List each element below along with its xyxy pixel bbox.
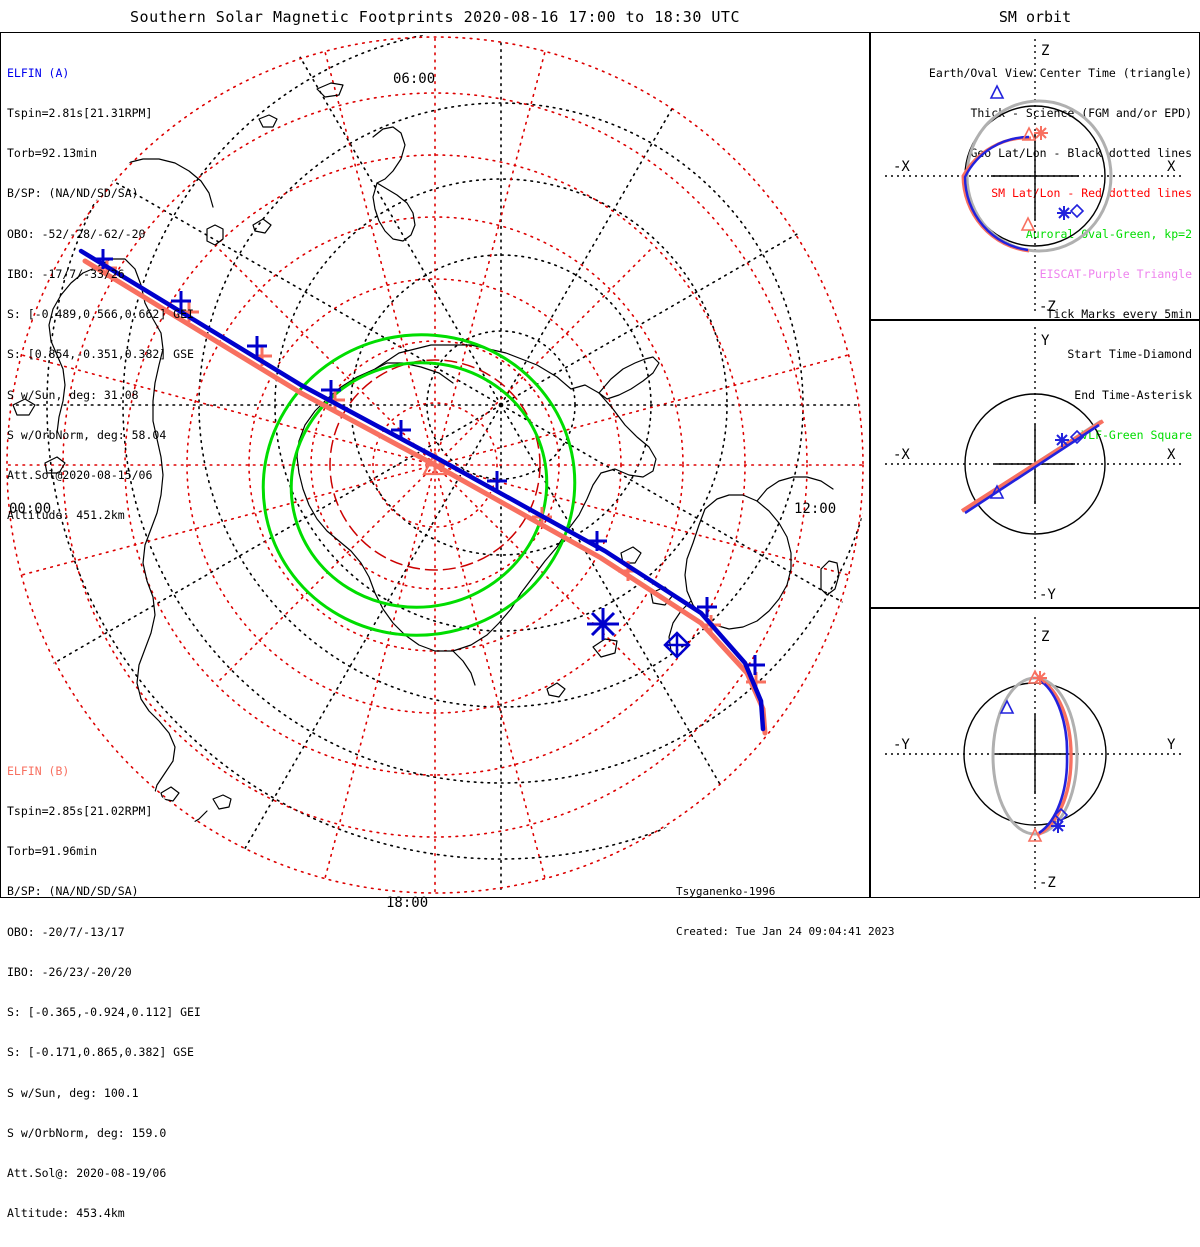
elfin-a-line-3: OBO: -52/-28/-62/-20	[7, 226, 146, 241]
elfin-b-line-5: S: [-0.365,-0.924,0.112] GEI	[7, 1005, 201, 1020]
mlt-label-0600: 06:00	[393, 71, 436, 87]
elfin-a-track	[78, 248, 766, 732]
elfin-a-line-5: S: [-0.489,0.566,0.662] GEI	[7, 307, 194, 322]
end-asterisk-b-yz	[1051, 819, 1065, 833]
start-triangle-yz	[999, 699, 1015, 714]
elfin-b-line-8: S w/OrbNorm, deg: 159.0	[7, 1125, 167, 1140]
credits-block: Tsyganenko-1996 Created: Tue Jan 24 09:0…	[676, 858, 895, 965]
orbit-xz-label-posx: X	[1167, 159, 1176, 175]
orbit-elfina-xy	[964, 423, 1100, 515]
elfin-a-line-2: B/SP: (NA/ND/SD/SA)	[7, 186, 139, 201]
end-asterisk-xy	[1055, 433, 1069, 447]
orbit-path-grey-xz	[965, 99, 1113, 253]
elfin-b-line-4: IBO: -26/23/-20/20	[7, 964, 132, 979]
elfin-b-name: ELFIN (B)	[7, 763, 70, 778]
elfin-a-line-6: S: [0.854,-0.351,0.382] GSE	[7, 347, 194, 362]
orbit-elfina-xz	[963, 135, 1030, 252]
elfin-b-line-2: B/SP: (NA/ND/SD/SA)	[7, 884, 139, 899]
auroral-oval	[261, 333, 577, 637]
start-diamond-yz	[1053, 807, 1069, 823]
elfin-a-line-7: S w/Sun, deg: 31.08	[7, 387, 139, 402]
legend-item-5: EISCAT-Purple Triangle	[1039, 266, 1192, 281]
orbit-yz-label-posy: Y	[1167, 737, 1176, 753]
elfin-a-line-4: IBO: -17/7/-33/26	[7, 266, 125, 281]
elfin-a-line-8: S w/OrbNorm, deg: 58.04	[7, 427, 167, 442]
orbit-yz-label-posz: Z	[1041, 629, 1049, 645]
mlt-label-1200: 12:00	[794, 501, 837, 517]
legend-item-2: Geo Lat/Lon - Black dotted lines	[970, 146, 1192, 161]
elfin-b-info-block: ELFIN (B) Tspin=2.85s[21.02RPM] Torb=91.…	[7, 738, 201, 1247]
legend-item-1: Thick - Science (FGM and/or EPD)	[970, 106, 1192, 121]
sm-inner-circle	[329, 359, 541, 571]
elfin-a-line-10: Altitude: 451.2km	[7, 508, 125, 523]
polar-plot-svg	[5, 35, 865, 895]
sm-orbit-panel-xz: -X X Z -Z	[870, 32, 1200, 320]
orbit-elfina-yz	[1038, 679, 1069, 835]
end-asterisk-xz	[1034, 126, 1048, 140]
screenshot-root: Southern Solar Magnetic Footprints 2020-…	[0, 8, 1200, 1221]
start-diamond-xy	[1069, 429, 1085, 445]
elfin-b-line-7: S w/Sun, deg: 100.1	[7, 1085, 139, 1100]
sm-orbit-panel-xy: -X X Y -Y	[870, 320, 1200, 608]
model-name: Tsyganenko-1996	[676, 884, 776, 898]
orbit-xy-label-negy: -Y	[1039, 587, 1056, 603]
elfin-b-line-6: S: [-0.171,0.865,0.382] GSE	[7, 1045, 194, 1060]
elfin-a-line-0: Tspin=2.81s[21.31RPM]	[7, 106, 153, 121]
mlt-label-1800: 18:00	[386, 895, 429, 911]
earth-circle-xy	[964, 393, 1106, 535]
orbit-xy-label-posx: X	[1167, 447, 1176, 463]
elfin-a-name: ELFIN (A)	[7, 65, 70, 80]
elfin-a-info-block: ELFIN (A) Tspin=2.81s[21.31RPM] Torb=92.…	[7, 40, 194, 549]
center-triangle-xz	[1021, 126, 1037, 141]
end-asterisk-b-xz	[1057, 206, 1071, 220]
legend-item-6: Tick Marks every 5min	[1046, 307, 1192, 322]
orbit-xz-label-negx: -X	[893, 159, 910, 175]
legend-item-0: Earth/Oval View Center Time (triangle)	[928, 65, 1192, 80]
main-polar-panel: 00:00 06:00 12:00 18:00	[0, 32, 870, 911]
center-triangle-xy	[989, 484, 1005, 499]
start-triangle-xz	[1020, 216, 1036, 231]
orbit-xy-svg: -X X Y -Y	[885, 327, 1185, 603]
mlt-label-0000: 00:00	[9, 501, 52, 517]
elfin-b-line-3: OBO: -20/7/-13/17	[7, 924, 125, 939]
end-asterisk-yz	[1033, 671, 1047, 685]
orbit-yz-label-negy: -Y	[893, 737, 910, 753]
start-time-diamond	[663, 631, 691, 659]
created-timestamp: Created: Tue Jan 24 09:04:41 2023	[676, 925, 895, 939]
orbit-xz-label-negz: -Z	[1039, 299, 1056, 315]
sm-orbit-panel-yz: -Y Y Z -Z	[870, 608, 1200, 898]
legend-item-7: Start Time-Diamond	[1067, 347, 1192, 362]
page-title: Southern Solar Magnetic Footprints 2020-…	[130, 8, 740, 26]
orbit-xz-svg: -X X Z -Z	[885, 39, 1185, 315]
orbit-yz-svg: -Y Y Z -Z	[885, 617, 1185, 891]
elfin-b-line-1: Torb=91.96min	[7, 844, 98, 859]
elfin-a-line-9: Att.Sol@2020-08-15/06	[7, 468, 153, 482]
legend-item-4: Auroral Oval-Green, kp=2	[1025, 226, 1192, 241]
coastlines	[12, 82, 840, 846]
orbit-xz-label-posz: Z	[1041, 43, 1049, 59]
sm-orbit-title: SM orbit	[998, 8, 1072, 26]
end-time-asterisk	[587, 608, 619, 640]
elfin-a-line-1: Torb=92.13min	[7, 146, 98, 161]
sm-graticule	[5, 35, 865, 895]
geo-graticule	[5, 35, 865, 895]
orbit-yz-label-negz: -Z	[1039, 875, 1056, 891]
orbit-xy-label-negx: -X	[893, 447, 910, 463]
view-center-triangle	[422, 450, 448, 476]
plot-legend: Earth/Oval View Center Time (triangle) T…	[929, 40, 1192, 469]
elfin-b-line-9: Att.Sol@: 2020-08-19/06	[7, 1166, 167, 1180]
elfin-b-line-10: Altitude: 453.4km	[7, 1206, 125, 1221]
orbit-elfinb-xy	[960, 419, 1105, 513]
end-triangle-yz	[1027, 827, 1043, 842]
center-triangle-b-xz	[989, 84, 1005, 99]
start-diamond-xz	[1069, 203, 1085, 219]
elfin-b-line-0: Tspin=2.85s[21.02RPM]	[7, 804, 153, 819]
orbit-xy-label-posy: Y	[1041, 333, 1050, 349]
legend-item-3: SM Lat/Lon - Red dotted lines	[991, 186, 1192, 201]
legend-item-8: End Time-Asterisk	[1074, 387, 1192, 402]
